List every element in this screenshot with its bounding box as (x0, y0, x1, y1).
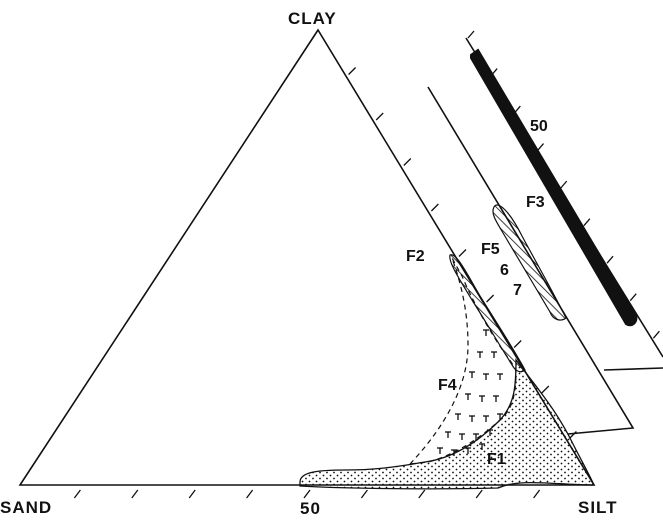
axis-label-50: 50 (300, 499, 321, 518)
triangle-ticks (73, 67, 577, 499)
back-panel-tick (629, 293, 637, 302)
field-f3-band (470, 48, 638, 327)
field-label-f5: F5 (481, 241, 500, 258)
field-f4-marks (437, 329, 503, 456)
right-edge-tick (568, 431, 577, 439)
back-panel-outer-ticks (467, 30, 660, 339)
back-panel-tick (467, 30, 475, 39)
vertex-label-silt: SILT (578, 498, 618, 517)
back-panel-inner (427, 86, 663, 435)
base-tick (131, 489, 139, 499)
base-tick (73, 489, 81, 499)
field-label-6: 6 (500, 262, 509, 279)
right-edge-tick (348, 67, 357, 75)
right-edge-tick (513, 340, 522, 348)
base-tick (303, 489, 311, 499)
back-panel-tick (583, 218, 591, 227)
vertex-label-sand: SAND (0, 498, 52, 517)
back-panel-tick (560, 180, 568, 189)
base-tick (360, 489, 368, 499)
vertex-label-clay: CLAY (288, 9, 337, 28)
base-tick (246, 489, 254, 499)
field-label-f3: F3 (526, 194, 545, 211)
base-tick (418, 489, 426, 499)
right-edge-tick (375, 112, 384, 121)
base-tick (533, 489, 541, 499)
back-panel-tick (537, 143, 545, 152)
field-f5-hatched (492, 204, 567, 321)
field-label-7: 7 (513, 282, 522, 299)
right-edge-tick (458, 249, 467, 257)
field-label-f4: F4 (438, 377, 457, 394)
back-panel-tick (652, 330, 660, 339)
field-f4 (408, 257, 517, 465)
field-f2-hatched (449, 254, 526, 373)
right-edge-tick (430, 203, 439, 212)
base-tick (475, 489, 483, 499)
field-f1-dotted (299, 358, 596, 490)
base-tick (188, 489, 196, 499)
right-edge-tick (403, 158, 412, 166)
field-label-f2: F2 (406, 248, 425, 265)
right-edge-tick (541, 385, 550, 394)
back-panel-tick (606, 255, 614, 264)
field-label-f1: F1 (487, 451, 506, 468)
right-edge-tick (486, 294, 495, 303)
back-panel-label-50: 50 (530, 118, 548, 135)
